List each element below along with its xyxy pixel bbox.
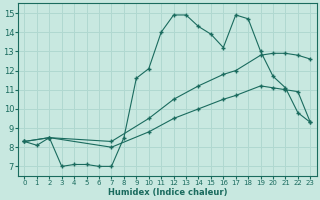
X-axis label: Humidex (Indice chaleur): Humidex (Indice chaleur): [108, 188, 227, 197]
